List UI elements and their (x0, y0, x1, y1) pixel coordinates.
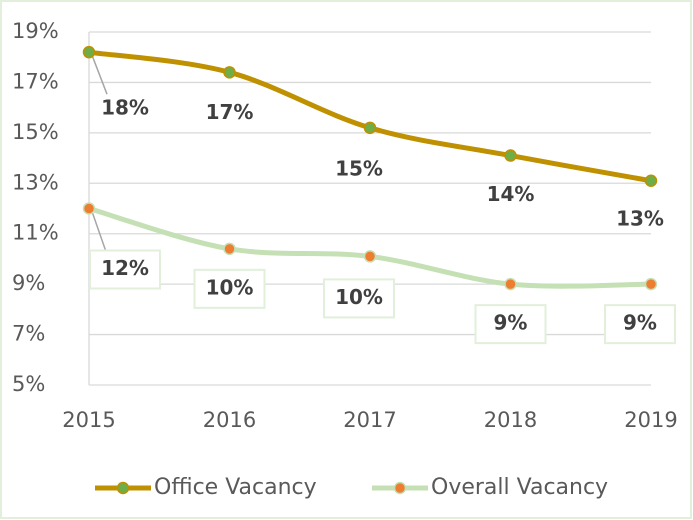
x-tick-label: 2017 (343, 408, 396, 432)
series-marker (504, 277, 517, 291)
data-label: 13% (616, 206, 664, 230)
series-marker (363, 121, 377, 135)
data-label: 15% (335, 156, 383, 180)
series-marker (504, 149, 517, 162)
data-label: 18% (101, 96, 149, 120)
series-marker (82, 202, 96, 215)
x-tick-label: 2015 (62, 408, 115, 432)
data-label: 10% (335, 285, 383, 309)
y-tick-label: 7% (12, 322, 45, 346)
series-marker (644, 277, 658, 291)
x-tick-label: 2016 (203, 408, 256, 432)
data-label: 14% (487, 182, 535, 206)
data-label: 12% (101, 256, 149, 280)
legend-label: Overall Vacancy (431, 475, 608, 500)
label-box (474, 304, 547, 345)
label-box (89, 249, 161, 290)
x-tick-label: 2019 (624, 408, 677, 432)
legend-label: Office Vacancy (154, 475, 317, 500)
series-marker (223, 242, 236, 256)
y-tick-label: 13% (12, 170, 59, 194)
y-tick-label: 15% (12, 120, 59, 144)
series-marker (644, 174, 658, 188)
y-tick-label: 5% (12, 372, 45, 396)
x-tick-label: 2018 (484, 408, 537, 432)
y-tick-label: 17% (12, 69, 59, 93)
y-tick-label: 9% (12, 271, 45, 295)
series-marker (363, 250, 377, 263)
series-marker (82, 45, 96, 59)
data-label: 17% (206, 100, 254, 124)
data-label: 10% (206, 275, 254, 299)
data-label: 9% (494, 311, 528, 335)
legend-marker (116, 481, 130, 495)
leader-line (91, 211, 108, 255)
series-line (86, 206, 654, 289)
label-box (193, 268, 266, 309)
y-tick-label: 19% (12, 19, 59, 43)
data-labels: 18% 17% 15% 14% 13% 12% 10% 10% 9% 9% (89, 54, 676, 345)
label-box (604, 304, 676, 345)
label-box (323, 278, 395, 319)
data-label: 9% (623, 311, 657, 335)
series-marker (223, 66, 236, 79)
legend-marker (393, 481, 407, 495)
leader-line (91, 54, 108, 95)
y-tick-label: 11% (12, 221, 59, 245)
